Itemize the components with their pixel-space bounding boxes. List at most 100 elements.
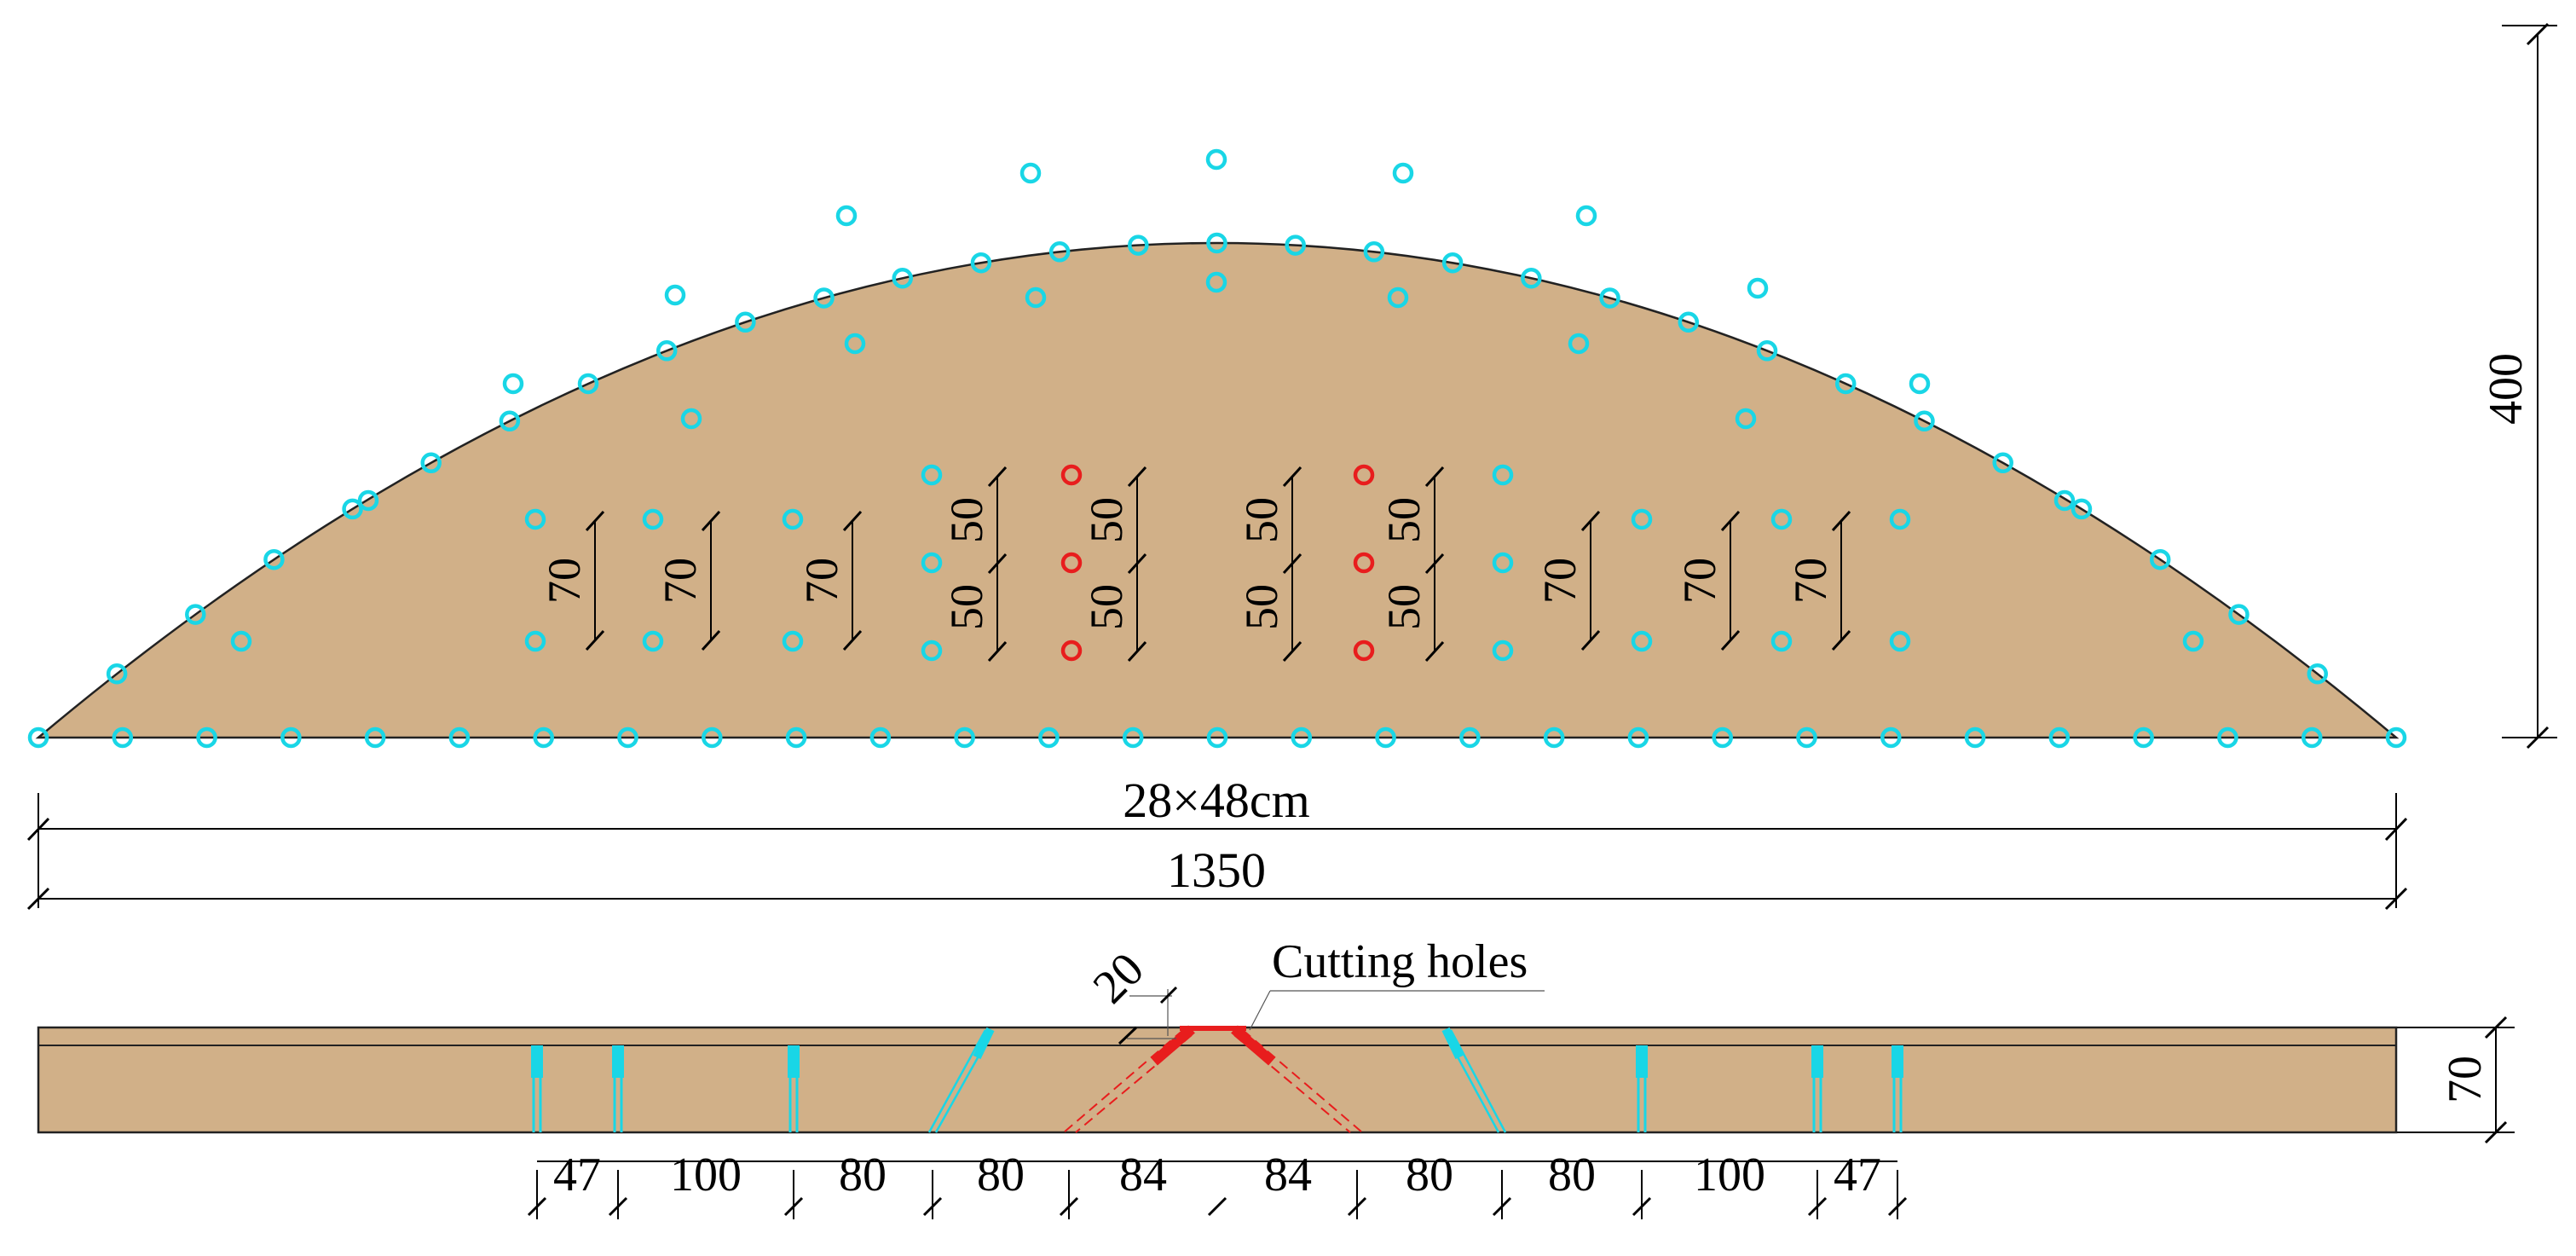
hole-spacing-label: 80 — [839, 1149, 887, 1201]
perimeter-hole — [1048, 241, 1071, 263]
inner-hole — [524, 630, 546, 652]
row-spacing-label: 70 — [655, 558, 706, 604]
row-spacing-label: 50 — [1081, 497, 1132, 543]
hole-spacing-label: 80 — [977, 1149, 1025, 1201]
inner-hole — [642, 630, 664, 652]
floor-hole — [280, 726, 302, 749]
perimeter-hole — [813, 287, 835, 309]
inner-hole — [1568, 333, 1590, 355]
perimeter-hole — [1521, 267, 1542, 289]
floor-hole — [1543, 726, 1565, 749]
drilling-section-body — [37, 1026, 2398, 1134]
hole-spacing-label: 80 — [1548, 1149, 1596, 1201]
perimeter-hole — [185, 604, 206, 625]
row-spacing-label: 70 — [539, 558, 590, 604]
perimeter-hole — [1363, 241, 1385, 263]
inner-hole — [1205, 271, 1227, 293]
inner-hole — [1025, 287, 1047, 309]
straight-holes — [531, 1045, 1903, 1132]
perimeter-hole — [1992, 452, 2013, 474]
floor-hole — [617, 726, 638, 749]
perimeter-hole — [27, 726, 49, 749]
inner-hole — [1631, 630, 1653, 652]
floor-hole — [112, 726, 134, 749]
inner-hole — [844, 333, 866, 355]
inner-hole — [680, 408, 702, 430]
perimeter-hole — [656, 340, 678, 362]
inner-hole — [1492, 640, 1514, 662]
row-spacing-label: 50 — [1236, 497, 1287, 543]
height-label: 400 — [2480, 353, 2533, 425]
perimeter-hole — [1678, 311, 1700, 333]
perimeter-hole — [2149, 548, 2171, 570]
inner-hole — [782, 508, 804, 530]
perimeter-hole — [577, 373, 599, 395]
row-spacing-label: 50 — [941, 584, 992, 630]
inner-hole-group — [230, 148, 2204, 662]
width-label: 1350 — [1167, 842, 1266, 898]
width-dimensions: 28×48cm 1350 — [26, 773, 2408, 911]
inner-hole — [524, 508, 546, 530]
perimeter-hole — [1128, 234, 1149, 256]
section-view: 20 Cutting holes 70 — [37, 935, 2515, 1219]
floor-hole — [1038, 726, 1060, 749]
inner-hole — [921, 464, 943, 486]
inner-hole — [1889, 508, 1911, 530]
floor-hole — [1964, 726, 1986, 749]
inner-hole — [1770, 508, 1793, 530]
hole-spacing-dimensions — [527, 1160, 1908, 1219]
floor-hole — [196, 726, 217, 749]
inner-hole — [1205, 148, 1227, 171]
cutting-hole — [1060, 640, 1083, 662]
hole-spacing-label: 84 — [1264, 1149, 1312, 1201]
perimeter-hole — [970, 252, 992, 274]
hole-spacing-labels: 47 100 80 80 84 84 80 80 100 47 — [553, 1149, 1881, 1201]
floor-hole — [1291, 726, 1313, 749]
perimeter-hole — [1756, 340, 1778, 362]
perimeter-hole — [1206, 232, 1227, 254]
perimeter-hole — [2228, 604, 2250, 625]
perimeter-hole — [735, 311, 756, 333]
floor-hole — [1712, 726, 1733, 749]
inner-hole — [1392, 162, 1414, 184]
cutting-holes-section — [1063, 1025, 1363, 1133]
section-label: 28×48cm — [1123, 773, 1310, 828]
perimeter-hole — [2071, 498, 2093, 520]
row-spacing-label: 70 — [1785, 558, 1836, 604]
inner-hole — [1909, 373, 1931, 395]
row-spacing-label: 50 — [1236, 584, 1287, 630]
height-dimension: 400 — [2480, 22, 2557, 750]
row-spacing-label: 50 — [1378, 584, 1430, 630]
face-view: 70 70 70 50 50 50 50 50 50 50 50 70 70 7… — [26, 22, 2557, 911]
inner-hole — [921, 640, 943, 662]
cutting-hole — [1060, 552, 1083, 574]
inner-hole — [230, 630, 252, 652]
floor-hole — [2217, 726, 2238, 749]
floor-hole — [1627, 726, 1649, 749]
inner-hole — [1631, 508, 1653, 530]
depth-dimension: 70 — [2397, 1016, 2515, 1144]
floor-hole — [448, 726, 471, 749]
perimeter-hole — [499, 410, 521, 432]
cutting-holes-callout: Cutting holes — [1249, 935, 1545, 1031]
inner-hole — [1575, 205, 1597, 227]
cutting-hole — [1353, 552, 1375, 574]
tunnel-face-section — [35, 241, 2400, 739]
floor-hole — [954, 726, 975, 749]
cutting-hole — [1353, 464, 1375, 486]
floor-hole — [702, 726, 723, 749]
row-spacing-label: 50 — [1081, 584, 1132, 630]
hole-spacing-label: 47 — [553, 1149, 601, 1201]
inner-hole — [1019, 162, 1042, 184]
row-spacing-label: 70 — [796, 558, 847, 604]
inner-hole — [502, 373, 524, 395]
perimeter-hole — [342, 498, 363, 520]
hole-spacing-label: 100 — [670, 1149, 742, 1201]
hole-spacing-label: 100 — [1694, 1149, 1765, 1201]
floor-hole — [1375, 726, 1396, 749]
perimeter-hole — [2307, 663, 2328, 685]
row-spacing-label: 70 — [1534, 558, 1585, 604]
floor-hole — [1880, 726, 1902, 749]
floor-hole — [533, 726, 554, 749]
